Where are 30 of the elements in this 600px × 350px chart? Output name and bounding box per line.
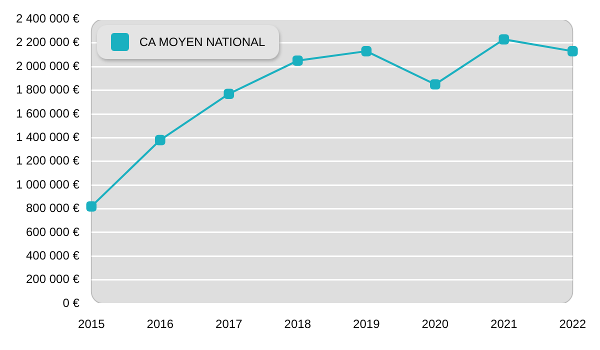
y-tick-label: 200 000 € <box>26 272 80 286</box>
x-tick-label: 2016 <box>146 317 174 332</box>
y-tick-label: 1 000 000 € <box>16 177 80 192</box>
point <box>430 79 440 90</box>
y-tick-label: 800 000 € <box>26 201 80 216</box>
x-tick-label: 2015 <box>78 317 106 332</box>
y-tick-label: 0 € <box>62 296 80 310</box>
y-tick-label: 1 400 000 € <box>16 130 80 144</box>
point <box>361 46 372 56</box>
y-tick-label: 400 000 € <box>26 248 80 263</box>
legend-label: CA MOYEN NATIONAL <box>139 35 266 50</box>
point <box>568 46 578 56</box>
point <box>292 56 303 66</box>
x-tick-label: 2021 <box>490 317 518 332</box>
y-tick-label: 1 200 000 € <box>16 154 80 168</box>
y-tick-label: 1 800 000 € <box>16 82 80 97</box>
point <box>154 134 166 146</box>
x-tick-label: 2020 <box>422 317 449 332</box>
x-tick-label: 2022 <box>559 317 586 332</box>
x-tick-label: 2017 <box>216 317 243 332</box>
point <box>224 88 234 100</box>
x-tick-label: 2018 <box>284 317 312 332</box>
x-tick-label: 2019 <box>353 317 380 332</box>
y-tick-label: 2 400 000 € <box>16 12 80 26</box>
y-tick-label: 2 200 000 € <box>16 35 80 50</box>
y-tick-label: 1 600 000 € <box>16 106 80 120</box>
y-tick-label: 600 000 € <box>26 224 80 239</box>
y-tick-label: 2 000 000 € <box>16 58 80 73</box>
point <box>86 201 97 212</box>
point <box>498 34 510 44</box>
